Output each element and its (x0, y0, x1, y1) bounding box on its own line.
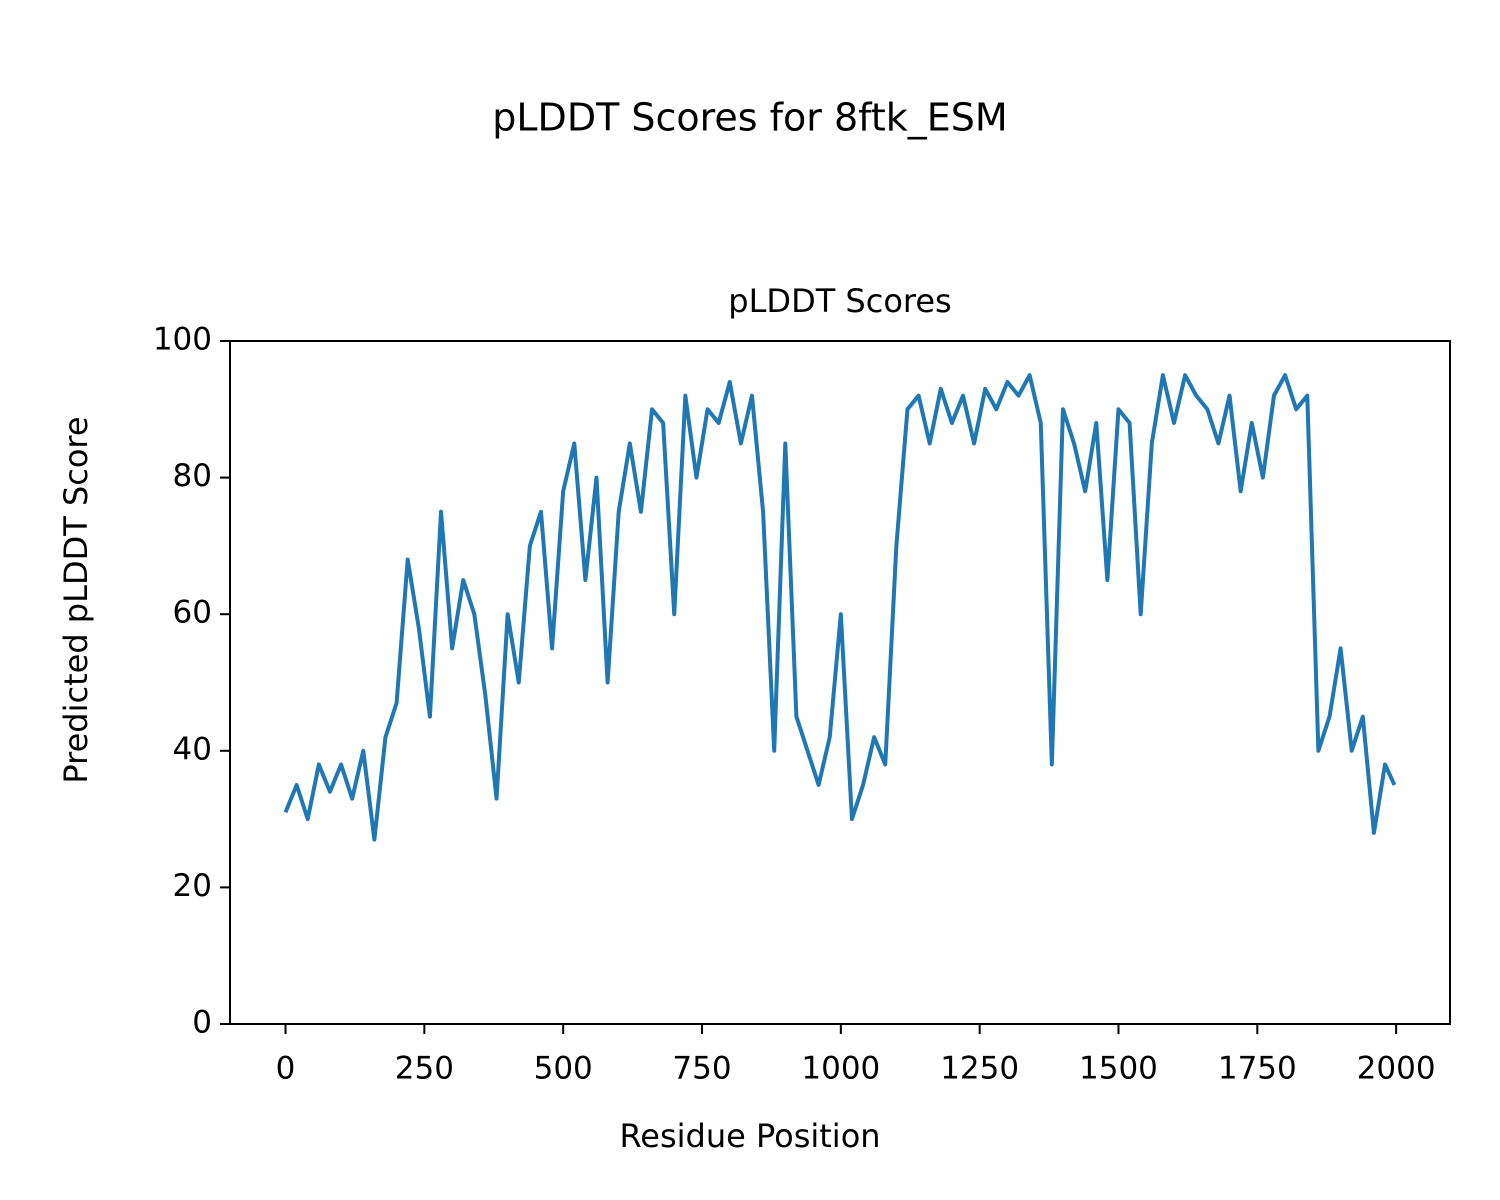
x-tick-label: 2000 (1357, 1051, 1436, 1087)
x-tick-label: 250 (395, 1051, 454, 1087)
x-axis-label: Residue Position (619, 1117, 880, 1155)
x-tick-label: 1750 (1218, 1051, 1297, 1087)
x-tick-label: 750 (672, 1051, 731, 1087)
y-tick-label: 20 (173, 868, 212, 904)
y-tick-label: 40 (173, 731, 212, 767)
x-tick-label: 0 (276, 1051, 296, 1087)
y-tick-label: 100 (153, 322, 212, 358)
y-tick-label: 0 (192, 1005, 212, 1041)
chart-title: pLDDT Scores for 8ftk_ESM (492, 96, 1007, 140)
y-axis-label: Predicted pLDDT Score (57, 416, 95, 783)
y-tick-label: 60 (173, 595, 212, 631)
x-tick-label: 1000 (801, 1051, 880, 1087)
x-tick-label: 500 (534, 1051, 593, 1087)
x-tick-label: 1500 (1079, 1051, 1158, 1087)
data-line (283, 373, 1397, 842)
chart-subtitle: pLDDT Scores (728, 282, 951, 320)
plot-frame (229, 340, 1451, 1025)
x-tick-label: 1250 (940, 1051, 1019, 1087)
y-tick-label: 80 (173, 458, 212, 494)
